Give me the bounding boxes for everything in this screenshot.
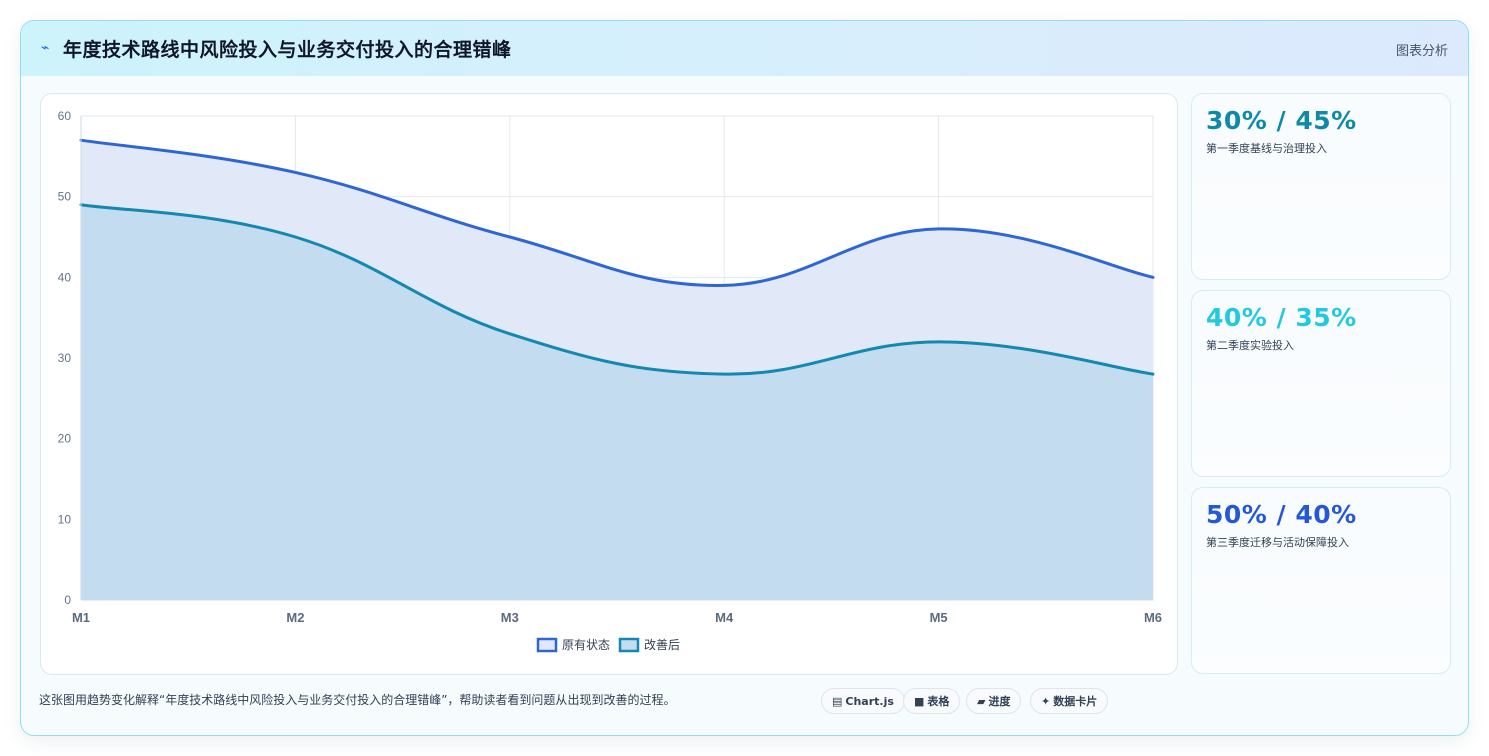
stat-card-q2: 40% / 35% 第二季度实验投入 bbox=[1191, 290, 1451, 477]
page-title: 年度技术路线中风险投入与业务交付投入的合理错峰 bbox=[63, 39, 512, 61]
x-tick-label: M5 bbox=[930, 610, 948, 625]
y-tick-label: 0 bbox=[64, 593, 71, 607]
legend-label: 原有状态 bbox=[562, 638, 610, 652]
x-tick-label: M4 bbox=[715, 610, 734, 625]
stat-card-q1: 30% / 45% 第一季度基线与治理投入 bbox=[1191, 93, 1451, 280]
card-header: ⌁ 年度技术路线中风险投入与业务交付投入的合理错峰 图表分析 bbox=[21, 21, 1468, 76]
pill-label: 数据卡片 bbox=[1053, 695, 1098, 708]
y-tick-label: 30 bbox=[58, 351, 72, 365]
series-area-2 bbox=[81, 204, 1153, 600]
progress-pill[interactable]: ▰ 进度 bbox=[966, 688, 1022, 714]
stat-label: 第二季度实验投入 bbox=[1206, 339, 1294, 352]
y-tick-label: 20 bbox=[58, 432, 72, 446]
stat-value: 40% / 35% bbox=[1206, 303, 1357, 332]
chart-card: ⌁ 年度技术路线中风险投入与业务交付投入的合理错峰 图表分析 0 10 20 30 40… bbox=[20, 20, 1469, 736]
pill-label: 表格 bbox=[927, 695, 950, 708]
x-tick-label: M6 bbox=[1144, 610, 1162, 625]
sparkle-icon: ✦ bbox=[1041, 695, 1051, 708]
legend-swatch bbox=[536, 637, 558, 653]
chartjs-pill[interactable]: ▤ Chart.js bbox=[821, 688, 905, 714]
stat-value: 30% / 45% bbox=[1206, 106, 1357, 135]
y-tick-label: 50 bbox=[58, 190, 72, 204]
y-tick-label: 60 bbox=[58, 109, 72, 123]
x-tick-label: M2 bbox=[286, 610, 304, 625]
pill-label: Chart.js bbox=[845, 695, 894, 708]
stat-label: 第一季度基线与治理投入 bbox=[1206, 142, 1327, 155]
chart-description: 这张图用趋势变化解释“年度技术路线中风险投入与业务交付投入的合理错峰”，帮助读者… bbox=[39, 693, 676, 707]
legend-swatch bbox=[618, 637, 640, 653]
table-pill[interactable]: ■ 表格 bbox=[903, 688, 961, 714]
data-card-pill[interactable]: ✦ 数据卡片 bbox=[1030, 688, 1109, 714]
y-tick-label: 40 bbox=[58, 270, 72, 284]
area-chart: 0 10 20 30 40 50 60 M1 M2 M3 M4 M5 M6 原有状态 改善后 bbox=[58, 109, 1162, 653]
stat-card-q3: 50% / 40% 第三季度迁移与活动保障投入 bbox=[1191, 487, 1451, 674]
series-line-2 bbox=[79, 203, 1155, 376]
lightning-icon: ⌁ bbox=[41, 40, 50, 56]
chart-panel: 0 10 20 30 40 50 60 M1 M2 M3 M4 M5 M6 原有状态 改善后 bbox=[40, 93, 1178, 675]
chart-icon: ▤ bbox=[832, 695, 843, 708]
stat-value: 50% / 40% bbox=[1206, 500, 1357, 529]
legend-label: 改善后 bbox=[644, 637, 680, 652]
pill-label: 进度 bbox=[988, 695, 1011, 708]
chart-analysis-tag: 图表分析 bbox=[1395, 44, 1448, 59]
progress-icon: ▰ bbox=[977, 695, 986, 708]
x-tick-label: M1 bbox=[72, 610, 90, 625]
y-tick-label: 10 bbox=[58, 512, 72, 526]
series-line-1 bbox=[79, 138, 1155, 287]
stat-label: 第三季度迁移与活动保障投入 bbox=[1206, 536, 1349, 549]
table-icon: ■ bbox=[914, 695, 925, 708]
x-tick-label: M3 bbox=[501, 610, 519, 625]
